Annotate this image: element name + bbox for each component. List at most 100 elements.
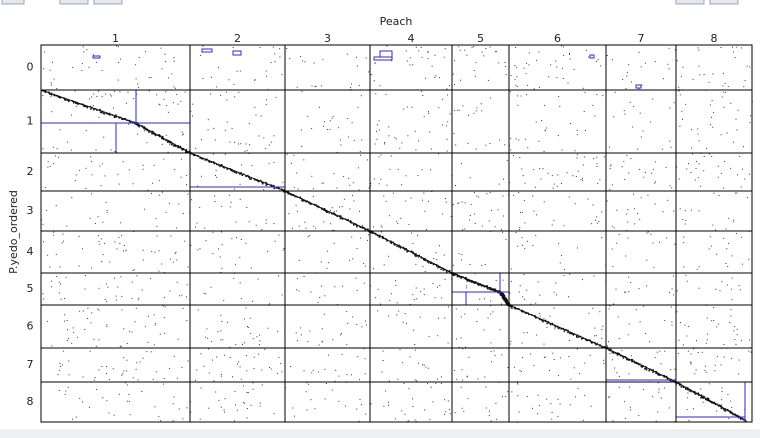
dot — [412, 251, 415, 254]
dot — [108, 412, 110, 414]
dot — [221, 205, 223, 207]
dot — [199, 206, 201, 208]
dot — [599, 311, 601, 313]
dot — [410, 250, 413, 252]
dot — [342, 285, 344, 287]
dot — [91, 312, 93, 314]
dot — [167, 111, 169, 113]
toolbar-button[interactable] — [675, 0, 705, 5]
dot — [339, 217, 342, 220]
dot — [456, 378, 458, 380]
dot — [442, 98, 444, 100]
dot — [177, 146, 179, 149]
dot — [727, 266, 729, 267]
dot — [595, 61, 597, 62]
dot — [608, 308, 610, 310]
dot — [99, 243, 101, 245]
dot — [259, 405, 261, 407]
dot — [711, 116, 712, 118]
dot — [323, 125, 325, 127]
dot — [569, 52, 570, 54]
dot — [702, 397, 704, 399]
dot — [313, 225, 315, 227]
dot — [115, 116, 117, 118]
dot — [63, 240, 64, 242]
dot — [425, 229, 427, 230]
dot — [427, 367, 429, 369]
toolbar-button[interactable] — [1, 0, 25, 5]
dot — [721, 399, 723, 401]
dot — [332, 229, 334, 231]
dot — [628, 64, 630, 66]
dot — [129, 330, 131, 332]
dot — [50, 94, 53, 96]
dot — [45, 209, 47, 211]
dot — [444, 413, 446, 415]
dot — [556, 185, 558, 187]
status-bar — [0, 429, 760, 438]
dot — [640, 197, 642, 199]
dot — [212, 253, 214, 255]
dot — [600, 65, 602, 67]
dot — [74, 180, 76, 182]
toolbar-button[interactable] — [93, 0, 123, 5]
dot — [463, 410, 465, 412]
dot — [713, 401, 716, 404]
dot — [52, 146, 54, 148]
dot — [474, 222, 476, 224]
dot — [44, 90, 47, 92]
dot — [494, 290, 496, 292]
dot — [569, 273, 571, 275]
dot — [668, 68, 670, 70]
dot — [495, 51, 497, 53]
dot — [362, 225, 363, 227]
dot — [136, 123, 138, 126]
dot — [504, 298, 507, 300]
dot — [639, 219, 641, 221]
dot — [678, 86, 680, 88]
dot — [186, 284, 188, 286]
dot — [611, 59, 613, 61]
dot — [720, 47, 722, 48]
dot — [429, 262, 432, 264]
dot — [446, 150, 448, 152]
dot — [158, 250, 160, 252]
dot — [469, 264, 471, 265]
dot — [51, 345, 53, 347]
dot — [207, 129, 209, 131]
dot — [655, 420, 657, 422]
dot — [71, 114, 72, 116]
dot — [173, 86, 175, 88]
toolbar-button[interactable] — [709, 0, 739, 5]
dot — [452, 264, 454, 266]
dot — [375, 297, 377, 299]
dot — [66, 320, 68, 321]
dot — [325, 383, 327, 384]
dot — [176, 227, 178, 229]
dot — [398, 310, 400, 312]
dot — [223, 300, 225, 302]
dot — [214, 195, 216, 197]
dot — [637, 148, 639, 150]
dot — [445, 411, 447, 413]
toolbar-button[interactable] — [59, 0, 89, 5]
dot — [93, 93, 95, 95]
dot — [590, 405, 592, 407]
dot — [638, 415, 640, 417]
dot — [137, 379, 139, 381]
dot — [624, 113, 626, 115]
dot — [423, 364, 425, 366]
dot — [306, 382, 308, 384]
dot — [296, 278, 298, 280]
dot — [156, 225, 158, 227]
dot — [521, 211, 523, 213]
dot — [253, 368, 255, 370]
dot — [677, 381, 679, 384]
dot — [462, 229, 464, 231]
dot — [106, 113, 108, 115]
dot — [410, 197, 412, 199]
dot — [487, 288, 489, 290]
dot — [414, 344, 416, 345]
dot — [91, 174, 93, 176]
dot — [685, 274, 687, 276]
